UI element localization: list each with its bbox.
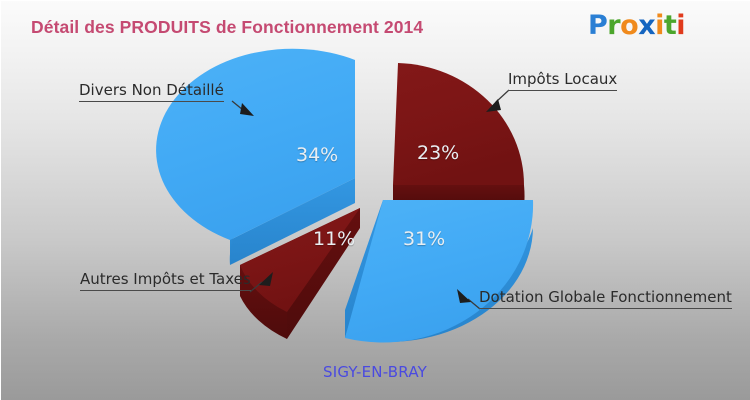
slice-value-autres-impots-et-taxes: 11% bbox=[313, 228, 356, 250]
slice-label-autres-impots-et-taxes: Autres Impôts et Taxes bbox=[80, 270, 251, 291]
logo-letter-r: r bbox=[607, 10, 621, 41]
logo-letter-t: t bbox=[663, 10, 677, 41]
pie-slice-divers-non-detaille[interactable] bbox=[156, 48, 355, 265]
page-title: Détail des PRODUITS de Fonctionnement 20… bbox=[31, 17, 424, 37]
proxiti-logo[interactable]: Proxiti bbox=[588, 10, 686, 41]
slice-value-dotation-globale-fonctionnement: 31% bbox=[403, 228, 446, 250]
callout-leader-dotation-globale-fonctionnement bbox=[457, 289, 481, 310]
logo-letter-i2: i bbox=[676, 10, 686, 41]
footer-city-name: SIGY-EN-BRAY bbox=[323, 363, 427, 381]
slice-top-face bbox=[156, 48, 355, 241]
slice-top-face bbox=[393, 63, 524, 185]
callout-leader-divers-non-detaille bbox=[231, 100, 254, 116]
slice-label-divers-non-detaille: Divers Non Détaillé bbox=[79, 81, 224, 102]
logo-letter-p: P bbox=[588, 10, 608, 41]
pie-slice-impots-locaux[interactable] bbox=[393, 63, 525, 208]
logo-letter-o: o bbox=[620, 10, 639, 41]
slice-side-arc bbox=[350, 200, 533, 343]
callout-leader-impots-locaux bbox=[486, 89, 510, 112]
slice-value-impots-locaux: 23% bbox=[417, 142, 460, 164]
callout-leader-autres-impots-et-taxes bbox=[249, 272, 273, 293]
logo-letter-i1: i bbox=[655, 10, 664, 41]
slice-top-face bbox=[345, 200, 534, 343]
slice-side-wall bbox=[230, 178, 355, 265]
logo-letter-x: x bbox=[638, 10, 656, 41]
slice-label-impots-locaux: Impôts Locaux bbox=[508, 70, 618, 91]
pie-slice-dotation-globale-fonctionnement[interactable] bbox=[345, 200, 534, 343]
slice-side-arc bbox=[240, 265, 287, 339]
slice-label-dotation-globale-fonctionnement: Dotation Globale Fonctionnement bbox=[479, 288, 732, 309]
slice-value-divers-non-detaille: 34% bbox=[296, 144, 339, 166]
